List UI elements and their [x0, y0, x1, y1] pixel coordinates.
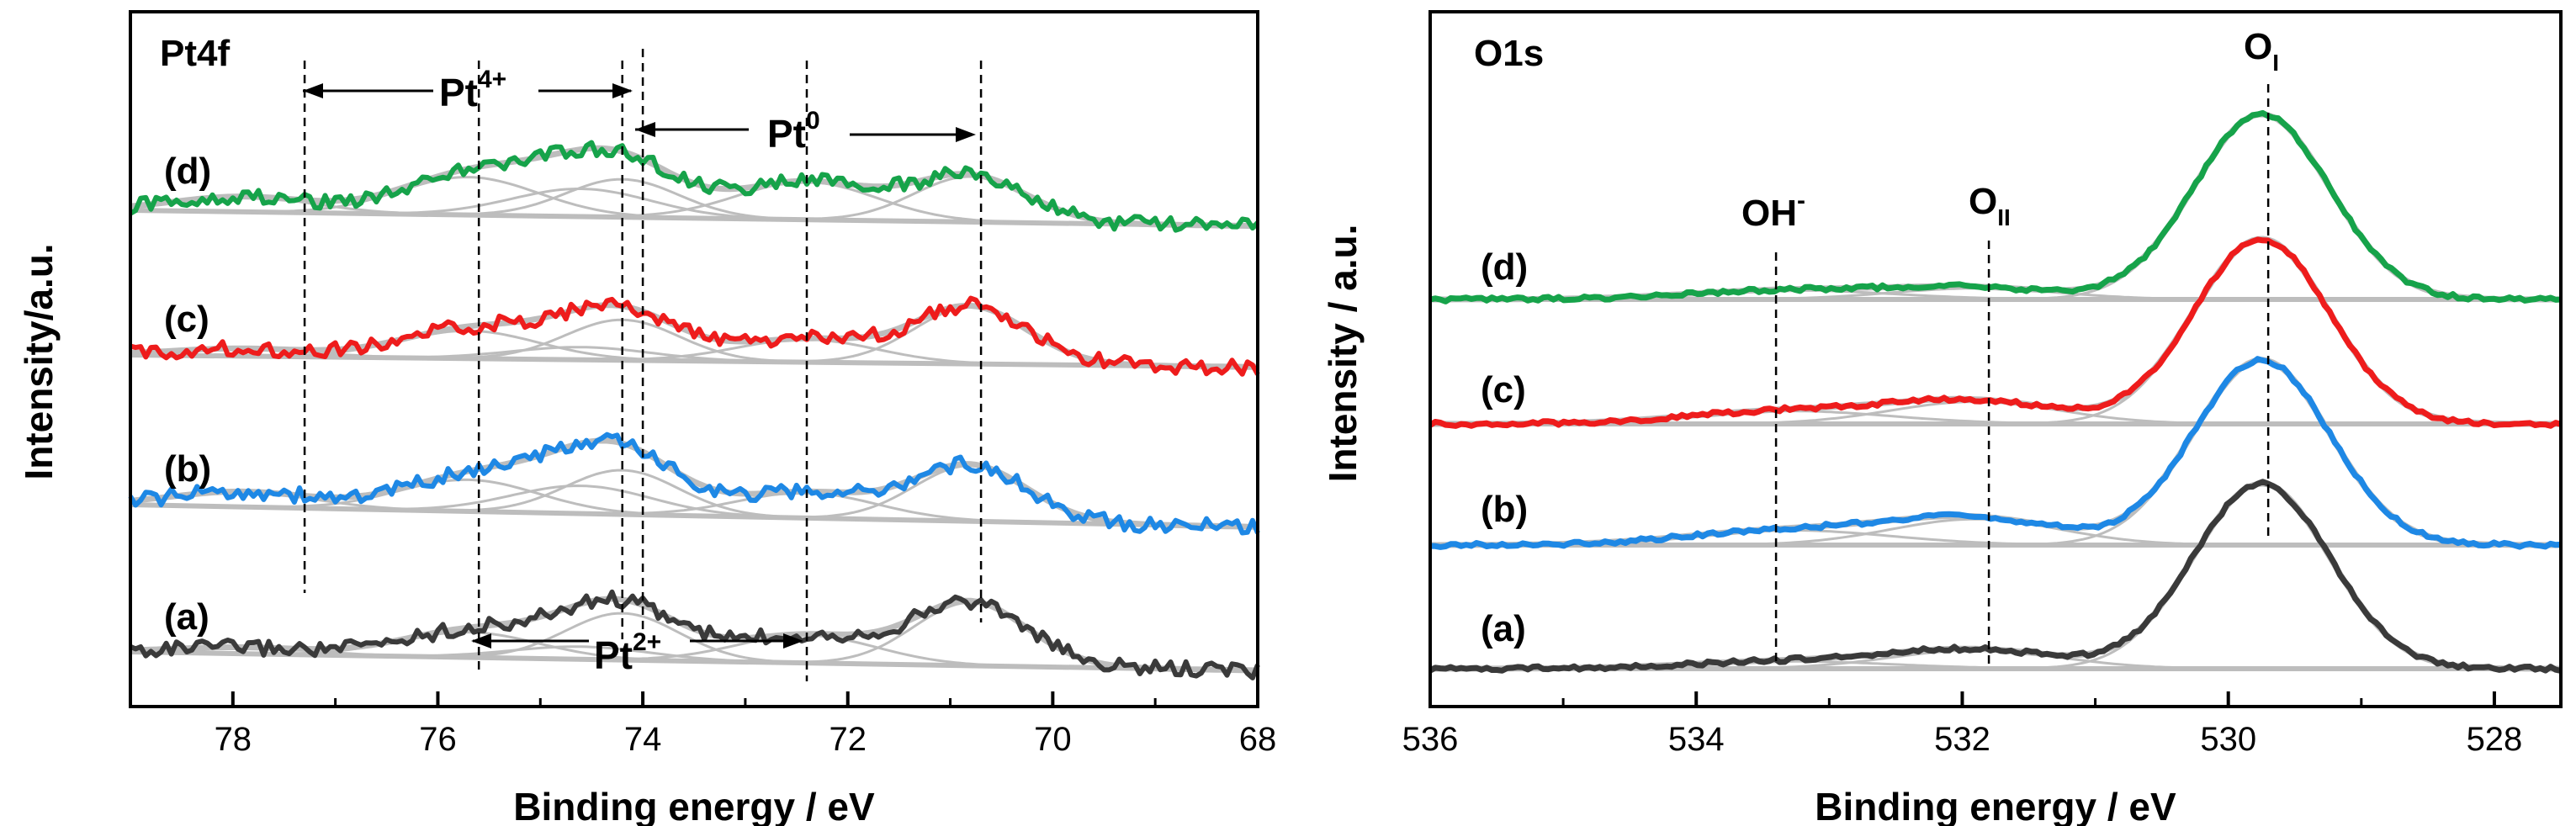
o1s-label-a: (a): [1481, 608, 1526, 649]
pt4f-reference-lines: [303, 49, 983, 681]
pt4f-fit-curves: [130, 145, 1259, 674]
o1s-label-c: (c): [1481, 369, 1526, 410]
right-data-a: [1428, 479, 2562, 674]
o1s-y-axis-title: Intensity / a.u.: [1321, 225, 1365, 483]
oh-minus-label: OH-: [1741, 187, 1805, 234]
pt4-label: Pt4+: [439, 66, 506, 114]
right-tick-label-534: 534: [1668, 721, 1725, 758]
pt4-arrowhead-right: [612, 83, 633, 98]
right-tick-label-528: 528: [2467, 721, 2523, 758]
o1s-reference-lines: [1774, 84, 2270, 666]
right-tick-label-532: 532: [1934, 721, 1990, 758]
right-data-c: [1428, 236, 2563, 429]
pt4f-label-c: (c): [164, 299, 209, 340]
pt4f-panel-label: Pt4f: [160, 33, 230, 74]
o1s-label-b: (b): [1481, 489, 1528, 530]
pt4f-label-d: (d): [164, 151, 211, 192]
left-tick-label-76: 76: [419, 721, 457, 758]
o1s-x-axis-title: Binding energy / eV: [1815, 785, 2176, 826]
left-data-c: [130, 295, 1260, 377]
right-data-b: [1429, 356, 2562, 550]
pt4f-label-a: (a): [164, 596, 209, 638]
pt4f-label-b: (b): [164, 448, 211, 490]
o1s-data-curves: [1428, 109, 2563, 674]
o1s-panel-label: O1s: [1474, 33, 1544, 74]
o1s-panel: 536 534 532 530 528 O1s (a) (b) (c) (d) OH- …: [1321, 10, 2563, 826]
pt2-label: Pt2+: [594, 628, 661, 677]
left-tick-label-72: 72: [829, 721, 867, 758]
o1-label: OI: [2244, 26, 2279, 76]
left-baseline-d: [130, 208, 1259, 229]
left-tick-label-70: 70: [1034, 721, 1072, 758]
pt2-arrowhead-right: [783, 633, 803, 649]
pt2-arrow-annotation: Pt2+: [471, 628, 803, 677]
o1s-x-ticks: 536 534 532 530 528: [1402, 691, 2523, 758]
pt2-arrowhead-left: [471, 633, 491, 649]
left-tick-label-68: 68: [1239, 721, 1277, 758]
left-baseline-a: [130, 649, 1259, 673]
left-data-b: [128, 432, 1260, 536]
pt4-arrow-annotation: Pt4+: [303, 66, 633, 114]
left-baseline-b: [130, 502, 1259, 530]
o1s-label-d: (d): [1481, 246, 1528, 288]
pt0-arrowhead-right: [956, 127, 976, 142]
right-tick-label-536: 536: [1402, 721, 1459, 758]
right-data-d: [1429, 109, 2562, 304]
pt4f-plot-frame: [129, 10, 1259, 708]
pt4f-panel: 78 76 74 72 70 68 Pt4f (a) (b) (c) (d) Pt4+ P…: [17, 10, 1277, 826]
right-tick-label-530: 530: [2200, 721, 2256, 758]
pt4f-x-ticks: 78 76 74 72 70 68: [215, 691, 1277, 758]
pt0-arrow-annotation: Pt0: [635, 107, 976, 156]
o2-label: OII: [1969, 181, 2011, 230]
left-tick-label-74: 74: [624, 721, 662, 758]
left-data-d: [129, 140, 1260, 233]
left-data-a: [129, 589, 1260, 680]
pt4f-data-curves: [128, 140, 1260, 680]
pt4f-x-axis-title: Binding energy / eV: [513, 785, 875, 826]
pt0-label: Pt0: [767, 107, 820, 156]
pt0-arrowhead-left: [635, 122, 655, 137]
o1s-plot-frame: [1428, 10, 2563, 708]
pt4-arrowhead-left: [303, 83, 323, 98]
left-tick-label-78: 78: [215, 721, 252, 758]
pt4f-y-axis-title: Intensity/a.u.: [17, 243, 61, 479]
